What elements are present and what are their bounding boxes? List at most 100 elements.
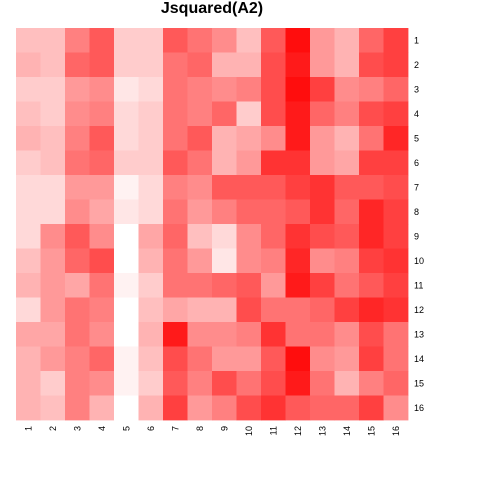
heatmap-cell-r3-c6 xyxy=(138,77,164,102)
heatmap-cell-r13-c1 xyxy=(16,322,41,347)
row-label: 2 xyxy=(414,60,419,70)
heatmap-cell-r16-c6 xyxy=(138,395,164,421)
heatmap-cell-r9-c14 xyxy=(334,224,360,249)
heatmap-cell-r10-c6 xyxy=(138,248,164,274)
heatmap-cell-r5-c3 xyxy=(65,126,90,151)
heatmap-cell-r4-c5 xyxy=(114,101,139,127)
heatmap-cell-r1-c11 xyxy=(261,28,286,53)
heatmap-cell-r7-c2 xyxy=(40,175,66,200)
heatmap-cell-r8-c3 xyxy=(65,199,90,225)
heatmap-cell-r11-c11 xyxy=(261,273,286,298)
heatmap-cell-r3-c5 xyxy=(114,77,139,102)
row-label: 12 xyxy=(414,305,424,315)
heatmap-cell-r11-c1 xyxy=(16,273,41,298)
heatmap-cell-r1-c5 xyxy=(114,28,139,53)
heatmap-cell-r15-c15 xyxy=(359,371,384,396)
column-label: 2 xyxy=(48,426,58,431)
heatmap-cell-r1-c10 xyxy=(236,28,262,53)
heatmap-cell-r13-c14 xyxy=(334,322,360,347)
heatmap-cell-r15-c12 xyxy=(285,371,311,396)
heatmap-cell-r11-c15 xyxy=(359,273,384,298)
heatmap-cell-r14-c12 xyxy=(285,346,311,372)
heatmap-cell-r8-c6 xyxy=(138,199,164,225)
heatmap-cell-r8-c10 xyxy=(236,199,262,225)
heatmap-cell-r14-c3 xyxy=(65,346,90,372)
column-label: 11 xyxy=(268,426,278,435)
heatmap-cell-r11-c6 xyxy=(138,273,164,298)
heatmap-cell-r14-c5 xyxy=(114,346,139,372)
heatmap-cell-r6-c2 xyxy=(40,150,66,176)
heatmap-cell-r3-c4 xyxy=(89,77,115,102)
heatmap-cell-r9-c2 xyxy=(40,224,66,249)
column-label: 13 xyxy=(317,426,327,436)
heatmap-cell-r4-c10 xyxy=(236,101,262,127)
heatmap-cell-r9-c4 xyxy=(89,224,115,249)
heatmap-cell-r9-c16 xyxy=(383,224,409,249)
heatmap-cell-r5-c6 xyxy=(138,126,164,151)
heatmap-cell-r14-c9 xyxy=(212,346,237,372)
heatmap-cell-r9-c1 xyxy=(16,224,41,249)
heatmap-cell-r16-c8 xyxy=(187,395,213,421)
heatmap-cell-r8-c4 xyxy=(89,199,115,225)
heatmap-cell-r13-c4 xyxy=(89,322,115,347)
row-label: 8 xyxy=(414,207,419,217)
heatmap-cell-r1-c8 xyxy=(187,28,213,53)
heatmap-cell-r1-c16 xyxy=(383,28,409,53)
heatmap-cell-r10-c7 xyxy=(163,248,188,274)
column-label: 14 xyxy=(342,426,352,436)
heatmap-cell-r12-c6 xyxy=(138,297,164,323)
row-label: 6 xyxy=(414,158,419,168)
heatmap-cell-r14-c6 xyxy=(138,346,164,372)
heatmap-cell-r7-c14 xyxy=(334,175,360,200)
column-label: 9 xyxy=(219,426,229,431)
heatmap-cell-r9-c8 xyxy=(187,224,213,249)
row-label: 10 xyxy=(414,256,424,266)
heatmap-cell-r5-c7 xyxy=(163,126,188,151)
heatmap-cell-r8-c1 xyxy=(16,199,41,225)
heatmap-cell-r3-c16 xyxy=(383,77,409,102)
heatmap-cell-r10-c1 xyxy=(16,248,41,274)
row-label: 3 xyxy=(414,84,419,94)
heatmap-cell-r6-c15 xyxy=(359,150,384,176)
row-label: 11 xyxy=(414,280,423,290)
heatmap-cell-r9-c7 xyxy=(163,224,188,249)
heatmap-cell-r4-c6 xyxy=(138,101,164,127)
heatmap-cell-r1-c7 xyxy=(163,28,188,53)
heatmap-cell-r7-c10 xyxy=(236,175,262,200)
heatmap-cell-r6-c4 xyxy=(89,150,115,176)
row-label: 15 xyxy=(414,378,424,388)
heatmap-cell-r16-c16 xyxy=(383,395,409,421)
heatmap-cell-r16-c9 xyxy=(212,395,237,421)
row-label: 7 xyxy=(414,182,419,192)
heatmap-cell-r3-c9 xyxy=(212,77,237,102)
heatmap-cell-r4-c7 xyxy=(163,101,188,127)
heatmap-cell-r11-c3 xyxy=(65,273,90,298)
heatmap-cell-r3-c14 xyxy=(334,77,360,102)
heatmap-cell-r14-c14 xyxy=(334,346,360,372)
heatmap-cell-r8-c11 xyxy=(261,199,286,225)
heatmap-cell-r11-c10 xyxy=(236,273,262,298)
heatmap-cell-r1-c13 xyxy=(310,28,335,53)
heatmap-cell-r15-c1 xyxy=(16,371,41,396)
heatmap-cell-r15-c5 xyxy=(114,371,139,396)
heatmap-cell-r4-c12 xyxy=(285,101,311,127)
heatmap-cell-r12-c2 xyxy=(40,297,66,323)
heatmap-cell-r15-c13 xyxy=(310,371,335,396)
heatmap-cell-r12-c13 xyxy=(310,297,335,323)
heatmap-cell-r11-c13 xyxy=(310,273,335,298)
heatmap-cell-r13-c7 xyxy=(163,322,188,347)
heatmap-cell-r15-c7 xyxy=(163,371,188,396)
heatmap-cell-r6-c14 xyxy=(334,150,360,176)
heatmap-cell-r13-c9 xyxy=(212,322,237,347)
heatmap-cell-r7-c3 xyxy=(65,175,90,200)
heatmap-cell-r16-c5 xyxy=(114,395,139,421)
heatmap-cell-r8-c8 xyxy=(187,199,213,225)
heatmap-cell-r3-c1 xyxy=(16,77,41,102)
heatmap-cell-r5-c13 xyxy=(310,126,335,151)
heatmap-cell-r6-c11 xyxy=(261,150,286,176)
heatmap-cell-r10-c4 xyxy=(89,248,115,274)
row-label: 14 xyxy=(414,354,424,364)
column-label: 4 xyxy=(97,426,107,431)
heatmap-cell-r1-c3 xyxy=(65,28,90,53)
heatmap-cell-r3-c8 xyxy=(187,77,213,102)
